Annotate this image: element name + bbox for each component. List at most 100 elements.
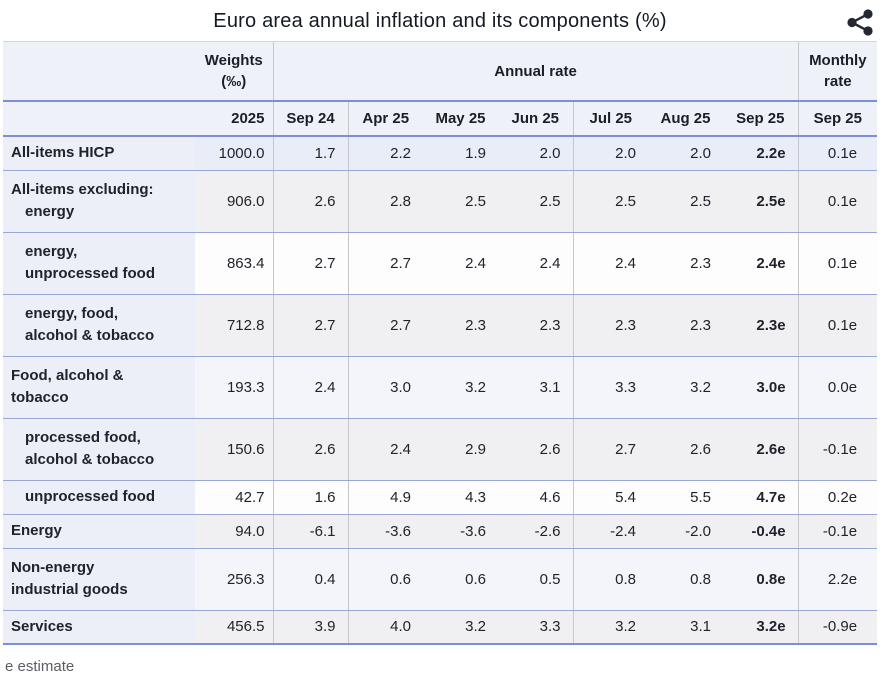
monthly-rate-value: 2.2e: [797, 548, 878, 611]
annual-rate-value: 2.6: [648, 418, 723, 481]
annual-month-header: Apr 25: [347, 101, 423, 137]
annual-rate-value: -2.6: [498, 514, 573, 549]
annual-rate-value: 3.2: [572, 610, 648, 645]
row-label-line: alcohol & tobacco: [25, 451, 155, 468]
header-months-row: 2025 Sep 24 Apr 25 May 25 Jun 25 Jul 25 Aug 2…: [3, 101, 878, 137]
row-label: unprocessed food: [3, 480, 195, 515]
annual-rate-value: 2.6: [272, 170, 348, 233]
table-row: Food, alcohol & tobacco 193.3 2.4 3.0 3.2 3.1 3…: [3, 356, 878, 419]
annual-rate-value: 2.5: [498, 170, 573, 233]
annual-rate-value: -6.1: [272, 514, 348, 549]
annual-month-header: Jun 25: [498, 101, 573, 137]
annual-rate-value: 2.3: [498, 294, 573, 357]
annual-rate-value: 2.7: [272, 232, 348, 295]
table-row: Energy 94.0 -6.1 -3.6 -3.6 -2.6 -2.4 -2.0 -0.4e -…: [3, 514, 878, 549]
annual-rate-value: 2.4: [498, 232, 573, 295]
row-label-line: All-items HICP: [11, 144, 115, 162]
annual-rate-value: 0.6: [347, 548, 423, 611]
annual-month-header: Sep 25: [723, 101, 799, 137]
row-label: Food, alcohol & tobacco: [3, 356, 195, 419]
annual-rate-value: 2.4: [572, 232, 648, 295]
share-icon[interactable]: [843, 6, 877, 38]
annual-rate-value: 4.9: [347, 480, 423, 515]
annual-rate-value: -3.6: [347, 514, 423, 549]
monthly-rate-value: 0.1e: [797, 294, 878, 357]
annual-rate-value: 5.5: [648, 480, 723, 515]
row-label: processed food, alcohol & tobacco: [3, 418, 195, 481]
row-label: Services: [3, 610, 195, 645]
annual-rate-value: 4.3: [423, 480, 498, 515]
annual-rate-value: 2.5: [423, 170, 498, 233]
annual-rate-value: 4.6: [498, 480, 573, 515]
header-group-row: Weights (‰) Annual rate Monthly rate: [3, 41, 878, 102]
annual-rate-value: 2.8: [347, 170, 423, 233]
annual-rate-value: 3.9: [272, 610, 348, 645]
weight-value: 906.0: [195, 170, 273, 233]
row-label: Energy: [3, 514, 195, 549]
annual-rate-value: 2.6: [272, 418, 348, 481]
annual-rate-value: 0.8: [648, 548, 723, 611]
table-row: energy, food, alcohol & tobacco 712.8 2.7 2.…: [3, 294, 878, 357]
annual-rate-value: 0.8e: [723, 548, 799, 611]
row-label-line: energy,: [25, 243, 78, 260]
row-label-line: Food, alcohol &: [11, 367, 124, 384]
monthly-rate-value: -0.9e: [797, 610, 878, 645]
row-label: energy, unprocessed food: [3, 232, 195, 295]
annual-rate-value: 2.0: [648, 136, 723, 171]
annual-rate-value: 0.4: [272, 548, 348, 611]
row-label: All-items excluding: energy: [3, 170, 195, 233]
weights-year: 2025: [195, 101, 273, 137]
monthly-rate-value: 0.1e: [797, 232, 878, 295]
annual-rate-value: 2.5: [648, 170, 723, 233]
row-label-line: industrial goods: [11, 581, 128, 598]
weight-value: 456.5: [195, 610, 273, 645]
annual-rate-value: 0.5: [498, 548, 573, 611]
annual-rate-value: 3.3: [572, 356, 648, 419]
estimate-footnote: e estimate: [5, 658, 75, 675]
annual-rate-value: 5.4: [572, 480, 648, 515]
annual-rate-value: 0.6: [423, 548, 498, 611]
header-empty-cell: [3, 41, 195, 102]
row-label-line: unprocessed food: [25, 488, 156, 505]
annual-rate-value: 2.3: [423, 294, 498, 357]
weight-value: 863.4: [195, 232, 273, 295]
table-row: Non-energy industrial goods 256.3 0.4 0.6 0.6…: [3, 548, 878, 611]
table-row: All-items excluding: energy 906.0 2.6 2.8 2.5…: [3, 170, 878, 233]
annual-month-header: Aug 25: [648, 101, 723, 137]
annual-rate-value: 2.4: [347, 418, 423, 481]
annual-rate-value: 1.7: [272, 136, 348, 171]
annual-rate-value: -3.6: [423, 514, 498, 549]
row-label-line: Energy: [11, 522, 62, 539]
row-label-line: energy: [25, 203, 75, 220]
annual-rate-header: Annual rate: [272, 41, 799, 102]
inflation-table: Weights (‰) Annual rate Monthly rate 202…: [3, 41, 878, 645]
annual-rate-value: -2.0: [648, 514, 723, 549]
annual-rate-value: 3.0: [347, 356, 423, 419]
annual-rate-value: 3.2e: [723, 610, 799, 645]
row-label: energy, food, alcohol & tobacco: [3, 294, 195, 357]
annual-rate-value: 2.3e: [723, 294, 799, 357]
row-label: All-items HICP: [3, 136, 195, 171]
monthly-rate-value: 0.1e: [797, 136, 878, 171]
annual-rate-value: 2.4: [272, 356, 348, 419]
annual-rate-value: 2.7: [572, 418, 648, 481]
annual-rate-value: 2.4e: [723, 232, 799, 295]
annual-month-header: May 25: [423, 101, 498, 137]
header-empty-cell: [3, 101, 195, 137]
row-label-line: Non-energy: [11, 559, 95, 576]
annual-rate-value: 0.8: [572, 548, 648, 611]
row-label-line: Services: [11, 617, 73, 635]
annual-rate-value: 4.7e: [723, 480, 799, 515]
annual-month-header: Sep 24: [272, 101, 348, 137]
annual-rate-value: 2.5e: [723, 170, 799, 233]
annual-rate-value: 3.3: [498, 610, 573, 645]
weight-value: 712.8: [195, 294, 273, 357]
row-label-line: processed food,: [25, 429, 141, 446]
weight-value: 1000.0: [195, 136, 273, 171]
row-label-line: tobacco: [11, 389, 69, 406]
annual-rate-value: 2.7: [347, 232, 423, 295]
annual-rate-value: 4.0: [347, 610, 423, 645]
table-row: energy, unprocessed food 863.4 2.7 2.7 2.4 2.4…: [3, 232, 878, 295]
monthly-rate-value: 0.0e: [797, 356, 878, 419]
weight-value: 42.7: [195, 480, 273, 515]
